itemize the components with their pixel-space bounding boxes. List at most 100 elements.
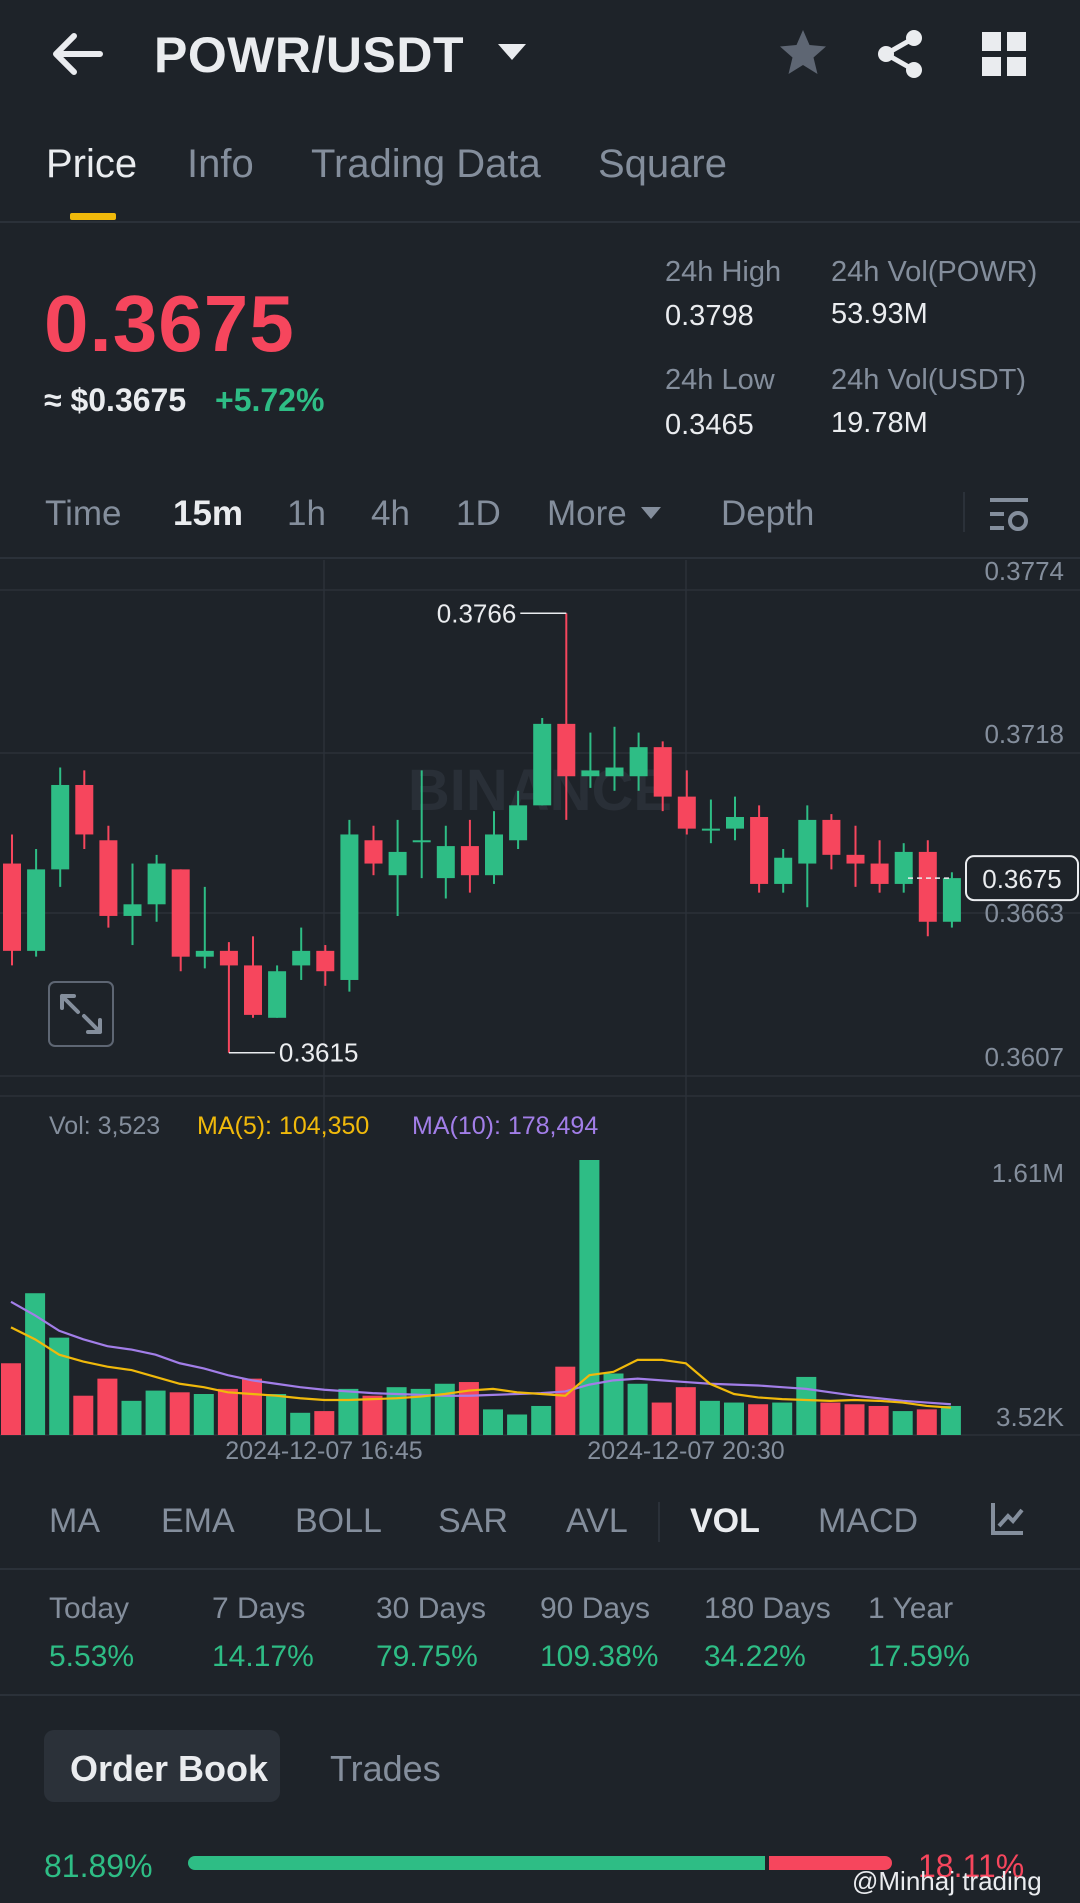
pair-title[interactable]: POWR/USDT (154, 27, 465, 83)
tab-square[interactable]: Square (598, 142, 727, 186)
fiat-price: ≈ $0.3675 (44, 382, 187, 418)
candle-body (123, 904, 142, 916)
min-price-label: 0.3615 (279, 1038, 359, 1068)
volume-bar (796, 1376, 817, 1435)
volume-bar (314, 1411, 335, 1435)
volume-bar (362, 1395, 383, 1435)
candle-body (677, 796, 696, 829)
candle-body (822, 819, 841, 855)
perf-value-90d: 109.38% (540, 1640, 659, 1673)
candle-body (533, 723, 552, 806)
time-label: 2024-12-07 16:45 (225, 1437, 422, 1460)
indicator-divider (0, 1568, 1080, 1570)
candle-body (244, 965, 262, 1015)
indicator-ema[interactable]: EMA (161, 1502, 235, 1540)
candle-body (292, 950, 311, 966)
volume-bar (531, 1405, 552, 1435)
perf-value-1y: 17.59% (868, 1640, 970, 1673)
candle-body (750, 816, 769, 884)
volume-label: Vol: 3,523 (49, 1112, 160, 1140)
high-label: 24h High (665, 256, 782, 288)
interval-1d[interactable]: 1D (456, 494, 501, 533)
low-label: 24h Low (665, 364, 775, 396)
share-icon[interactable] (872, 26, 928, 82)
sell-ratio-bar (769, 1856, 892, 1870)
volume-bar (772, 1402, 793, 1435)
perf-divider (0, 1694, 1080, 1696)
volume-bar (242, 1378, 262, 1435)
candle-body (412, 840, 431, 843)
candle-body (942, 878, 961, 922)
perf-label-90d: 90 Days (540, 1592, 651, 1625)
chevron-down-icon[interactable] (641, 507, 661, 519)
candle-body (364, 840, 383, 864)
vol-quote-label: 24h Vol(USDT) (831, 364, 1027, 396)
chart-settings-icon[interactable] (988, 494, 1030, 534)
volume-bar (217, 1388, 238, 1435)
indicator-settings-icon[interactable] (990, 1500, 1026, 1536)
volume-bar (145, 1390, 166, 1435)
indicator-separator (658, 1502, 660, 1542)
candle-body (846, 854, 865, 864)
price-axis-label: 0.3774 (984, 560, 1064, 586)
ma10-label: MA(10): 178,494 (412, 1112, 598, 1140)
volume-bar (892, 1411, 913, 1435)
volume-bar (868, 1405, 889, 1435)
max-price-label: 0.3766 (437, 598, 517, 628)
ma5-label: MA(5): 104,350 (197, 1112, 369, 1140)
tab-trades[interactable]: Trades (330, 1748, 441, 1789)
volume-bar (49, 1337, 70, 1435)
star-icon[interactable] (776, 26, 830, 80)
indicator-vol[interactable]: VOL (690, 1502, 760, 1540)
perf-label-180d: 180 Days (704, 1592, 831, 1625)
candle-body (726, 816, 744, 829)
grid-icon[interactable] (982, 32, 1026, 76)
price-axis-label: 0.3718 (984, 719, 1064, 749)
volume-axis-bottom: 3.52K (996, 1402, 1065, 1432)
indicator-sar[interactable]: SAR (438, 1502, 508, 1540)
indicator-ma[interactable]: MA (49, 1502, 100, 1540)
volume-bar (724, 1402, 744, 1435)
candle-body (75, 784, 94, 835)
perf-value-180d: 34.22% (704, 1640, 806, 1673)
candle-body (195, 950, 214, 957)
last-price: 0.3675 (44, 279, 295, 368)
interval-1h[interactable]: 1h (287, 494, 326, 533)
volume-bar (169, 1392, 190, 1435)
volume-bar (410, 1388, 431, 1435)
depth-tab[interactable]: Depth (721, 494, 815, 533)
active-tab-indicator (70, 213, 116, 220)
candle-body (701, 828, 720, 831)
current-price-tag-box (965, 855, 1079, 902)
interval-more[interactable]: More (547, 494, 627, 533)
candle-body (485, 834, 503, 876)
tab-price[interactable]: Price (46, 142, 138, 186)
candle-body (147, 863, 166, 905)
volume-bar (555, 1366, 576, 1435)
indicator-boll[interactable]: BOLL (295, 1502, 382, 1540)
expand-icon[interactable] (48, 981, 114, 1047)
tab-trading-data[interactable]: Trading Data (311, 142, 541, 186)
indicator-avl[interactable]: AVL (566, 1502, 628, 1540)
perf-label-30d: 30 Days (376, 1592, 487, 1625)
candle-body (918, 851, 937, 922)
volume-bar (699, 1400, 720, 1435)
back-arrow-icon[interactable] (48, 28, 108, 80)
candle-body (268, 971, 287, 1018)
tab-order-book[interactable] (44, 1730, 280, 1802)
candle-body (3, 863, 21, 951)
volume-bar (675, 1387, 696, 1435)
interval-time[interactable]: Time (45, 494, 122, 533)
chevron-down-icon[interactable] (498, 44, 526, 60)
tab-info[interactable]: Info (187, 142, 254, 186)
interval-4h[interactable]: 4h (371, 494, 410, 533)
perf-label-7d: 7 Days (212, 1592, 306, 1625)
candle-body (581, 770, 600, 777)
high-value: 0.3798 (665, 300, 754, 332)
volume-bar (579, 1160, 600, 1435)
candle-body (653, 747, 672, 797)
indicator-macd[interactable]: MACD (818, 1502, 919, 1540)
interval-15m[interactable]: 15m (173, 494, 244, 533)
candlestick-chart[interactable]: BINANCE 0.37740.37180.36630.36070.36750.… (0, 560, 1080, 1460)
volume-bar (748, 1404, 769, 1435)
